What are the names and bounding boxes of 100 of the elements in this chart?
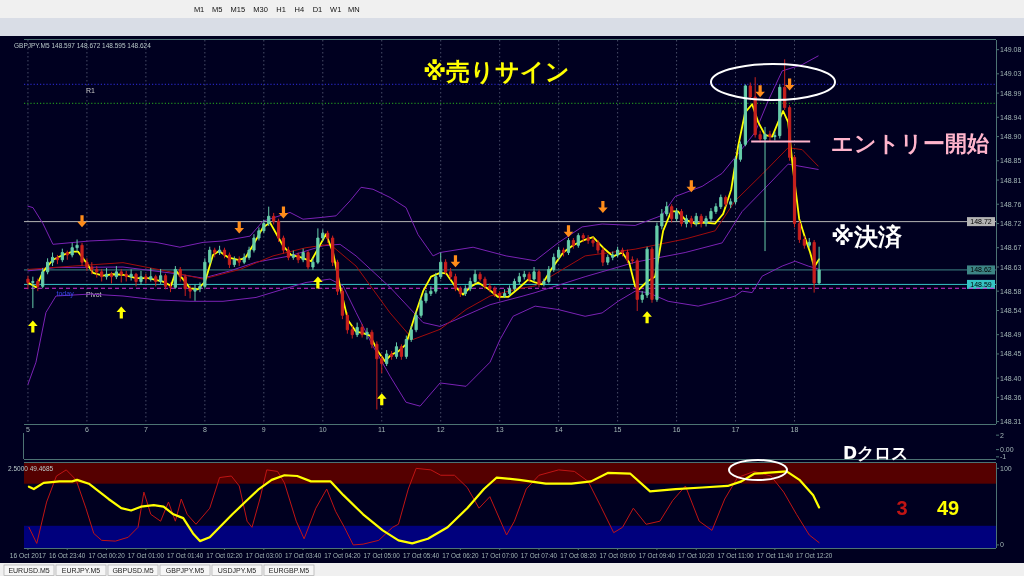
candlestick [674,207,679,222]
point [77,215,87,228]
candlestick [134,272,138,287]
candlestick [168,281,173,293]
candlestick [797,220,802,244]
candlestick [458,285,462,298]
point [642,311,652,324]
candlestick [689,215,693,228]
candlestick [222,247,227,259]
candlestick [817,246,821,285]
candlestick [286,246,291,261]
candlestick [276,218,281,243]
candlestick [802,235,806,250]
candlestick [399,343,403,361]
annotation: ※決済 [831,222,903,251]
candlestick [792,154,797,228]
candlestick [173,265,177,290]
candlestick [768,130,772,142]
candlestick [650,246,654,304]
candlestick [350,325,354,340]
candlestick [729,197,733,209]
line-series [27,55,819,262]
point [686,180,697,193]
candlestick [444,258,448,276]
candlestick [527,271,531,283]
candlestick [532,266,536,283]
candlestick [394,341,399,360]
candlestick [291,250,295,261]
point [755,85,765,98]
candlestick [237,255,241,267]
candlestick [55,254,60,265]
candlestick [502,288,507,299]
candlestick [213,247,217,258]
candlestick [788,104,792,162]
candlestick [345,311,349,335]
candlestick [620,247,625,257]
candlestick [684,214,689,228]
annotation: 3 [896,497,908,519]
point [376,393,387,406]
candlestick [670,203,674,224]
candlestick [31,276,35,309]
candlestick [139,270,143,285]
candlestick [625,249,630,264]
candlestick [60,248,64,263]
candlestick [763,126,767,252]
candlestick [679,208,684,227]
candlestick [272,212,276,226]
point [784,78,795,91]
candlestick [694,212,698,227]
candlestick [571,237,575,250]
candlestick [45,257,50,275]
candlestick [360,323,364,339]
candlestick [306,250,310,270]
candlestick [385,349,389,367]
candlestick [301,248,305,263]
candlestick [448,267,453,281]
candlestick [227,252,232,269]
candlestick [576,232,580,249]
point [563,225,574,238]
candlestick [114,265,118,280]
annotation: ※売りサイン [423,58,571,86]
candlestick [453,273,458,292]
candlestick [281,235,286,254]
candlestick [340,287,345,320]
candlestick [129,268,133,282]
candlestick [537,268,541,288]
candlestick [159,268,163,285]
candlestick [50,252,55,267]
candlestick [124,270,128,283]
candlestick [616,246,620,258]
candlestick [389,350,394,361]
annotation: Dクロス [843,443,909,463]
line-series [27,163,819,327]
candlestick [163,273,168,290]
annotation: エントリー開始 [831,130,990,156]
candlestick [507,284,512,297]
candlestick [36,278,40,292]
candlestick [365,327,369,340]
line-series [27,103,820,363]
candlestick [783,58,787,111]
point [116,306,127,319]
candlestick [699,213,703,228]
candlestick [512,278,517,292]
point [450,255,461,268]
candlestick [232,255,236,268]
candlestick [355,322,359,338]
line-series [27,147,819,340]
candlestick [104,267,109,281]
candlestick [517,272,521,285]
candlestick [65,250,69,261]
candlestick [724,195,728,208]
candlestick [606,253,610,266]
candlestick [743,83,747,147]
candlestick [26,275,30,290]
candlestick [635,257,639,312]
candlestick [109,271,114,284]
candlestick [217,245,222,256]
candlestick [738,140,743,163]
point [28,320,38,333]
candlestick [326,230,330,244]
